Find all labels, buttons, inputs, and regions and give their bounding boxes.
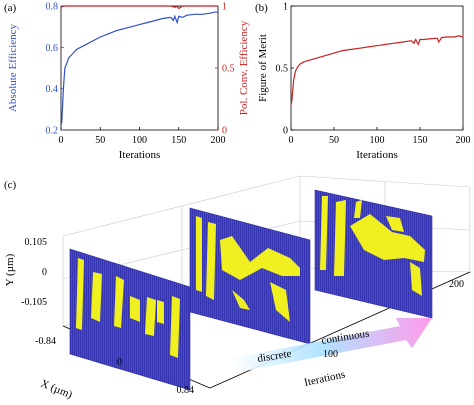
panel-a-series-layer [60, 5, 218, 127]
panel-b-yticks: 00.51 [276, 2, 294, 137]
pattern-slice-2 [189, 207, 311, 345]
panel-b-series-layer [290, 35, 464, 106]
pattern-slice-1 [69, 248, 191, 391]
panel-b-label: (b) [255, 2, 268, 14]
panel-a-ytick-label: 0.4 [46, 84, 59, 95]
panel-b-ytick-label: 0 [283, 126, 288, 137]
panel-a-ytick-label: 0.2 [46, 126, 59, 137]
panel-c-ztick: 200 [449, 279, 464, 290]
panel-a-xtick-label: 200 [211, 135, 226, 146]
panel-c-xtick: -0.84 [35, 336, 56, 347]
panel-a-y2tick-label: 0.5 [222, 64, 235, 75]
panel-c-xtick: 0.84 [177, 385, 195, 396]
panel-a-yticks-left: 0.2 0.4 0.6 0.8 [46, 2, 64, 137]
panel-a-series-absolute [60, 11, 218, 127]
panel-b-series-merit [290, 35, 464, 106]
panel-b-ytick-label: 0.5 [276, 64, 289, 75]
panel-b-xtick-label: 0 [289, 135, 294, 146]
panel-c-ytick: 0 [42, 267, 47, 278]
panel-c-label: (c) [4, 179, 17, 191]
panel-a-ylabel-right: Pol. Conv. Efficiency [238, 20, 250, 115]
panel-b-frame [290, 5, 464, 131]
panel-a-xtick-label: 50 [95, 135, 105, 146]
panel-c-xtick: 0 [117, 357, 122, 368]
panel-a-xticks: 0 50 100 150 200 [59, 127, 226, 146]
panel-a-y2tick-label: 1 [222, 2, 227, 13]
panel-c-ylabel: Y (µm) [4, 253, 16, 286]
panel-a-ytick-label: 0.6 [46, 43, 59, 54]
panel-c-zlabel: Iterations [303, 369, 346, 389]
discrete-continuous-arrow: discrete continuous [232, 318, 432, 372]
panel-a-ylabel-left: Absolute Efficiency [7, 23, 19, 112]
panel-a-xtick-label: 150 [171, 135, 186, 146]
panel-b-xtick-label: 150 [413, 135, 428, 146]
panel-a-label: (a) [4, 2, 17, 14]
panel-b-xtick-label: 50 [329, 135, 339, 146]
panel-a-yticks-right: 00.51 [215, 2, 235, 137]
panel-a-xlabel: Iterations [119, 149, 161, 161]
panel-c-ytick: -0.105 [21, 297, 47, 308]
panel-c: discrete continuous 0.105 0 -0.105 Y (µm… [4, 175, 471, 402]
panel-b-xtick-label: 100 [370, 135, 385, 146]
panel-b-ytick-label: 1 [283, 2, 288, 13]
panel-c-xlabel: X (µm) [39, 378, 74, 402]
panel-c-ztick: 100 [323, 349, 338, 360]
panel-a: 0 50 100 150 200 0.20.40.60.8 00.51 Iteratio… [7, 2, 250, 162]
panel-a-series-pol-conv [60, 5, 218, 10]
panel-b-ylabel: Figure of Merit [257, 34, 269, 102]
pattern-slice-3 [314, 189, 433, 319]
panel-b-xlabel: Iterations [356, 149, 398, 161]
panel-b-xticks: 0 50 100 150 200 [289, 127, 471, 146]
arrow-label-discrete: discrete [257, 348, 293, 365]
panel-a-xtick-label: 0 [59, 135, 64, 146]
panel-a-y2tick-label: 0 [222, 126, 227, 137]
panel-a-ytick-label: 0.8 [46, 2, 59, 13]
panel-b: 0 50 100 150 200 00.51 Iterations Figure of … [257, 2, 471, 162]
panel-c-ytick: 0.105 [25, 237, 48, 248]
panel-b-xtick-label: 200 [456, 135, 471, 146]
panel-a-xtick-label: 100 [132, 135, 147, 146]
